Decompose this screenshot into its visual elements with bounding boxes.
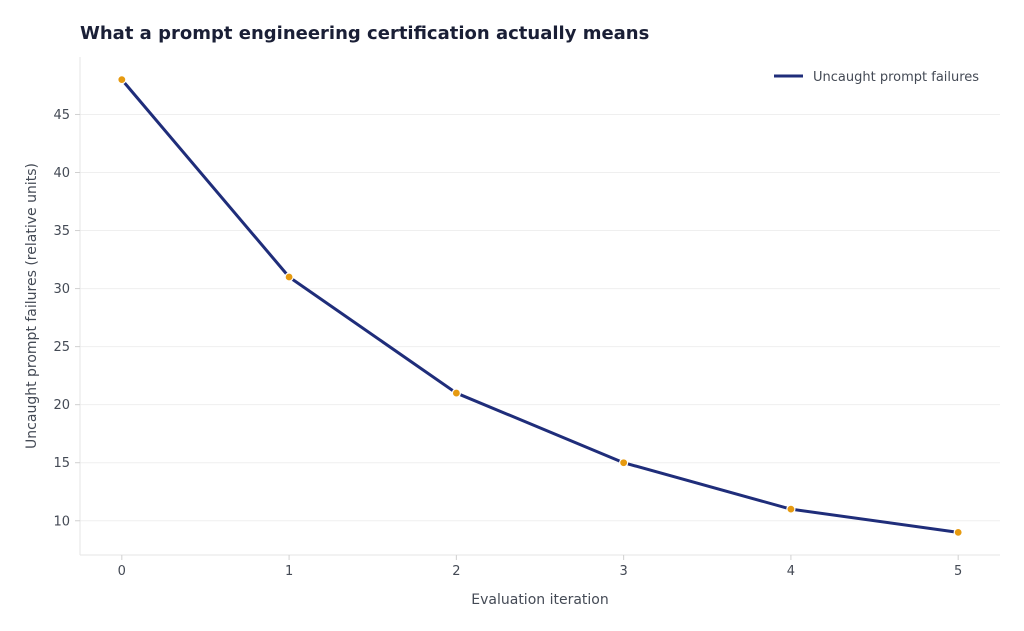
x-tick-label: 5 <box>954 564 962 579</box>
y-tick-label: 35 <box>53 224 70 239</box>
data-point <box>953 527 963 537</box>
legend: Uncaught prompt failures <box>774 70 979 85</box>
y-axis-label: Uncaught prompt failures (relative units… <box>24 163 40 449</box>
data-point <box>619 458 629 468</box>
data-point <box>451 388 461 398</box>
y-tick-labels: 10 15 20 25 30 35 40 45 <box>53 108 80 529</box>
x-tick-label: 1 <box>285 564 293 579</box>
x-axis-label: Evaluation iteration <box>471 592 608 608</box>
y-tick-label: 25 <box>53 340 70 355</box>
y-tick-label: 10 <box>53 514 70 529</box>
chart-title: What a prompt engineering certification … <box>80 23 649 44</box>
x-tick-labels: 0 1 2 3 4 5 <box>118 555 962 579</box>
data-point <box>786 504 796 514</box>
y-tick-label: 45 <box>53 108 70 123</box>
x-tick-label: 3 <box>619 564 627 579</box>
data-point <box>117 75 127 85</box>
y-tick-label: 15 <box>53 456 70 471</box>
series-layer <box>117 75 963 537</box>
x-tick-label: 4 <box>787 564 795 579</box>
gridlines <box>80 113 1000 522</box>
legend-label: Uncaught prompt failures <box>813 70 979 85</box>
x-tick-label: 0 <box>118 564 126 579</box>
y-tick-label: 30 <box>53 282 70 297</box>
x-tick-label: 2 <box>452 564 460 579</box>
y-tick-label: 20 <box>53 398 70 413</box>
y-tick-label: 40 <box>53 166 70 181</box>
series-line <box>120 78 960 534</box>
data-point <box>284 272 294 282</box>
